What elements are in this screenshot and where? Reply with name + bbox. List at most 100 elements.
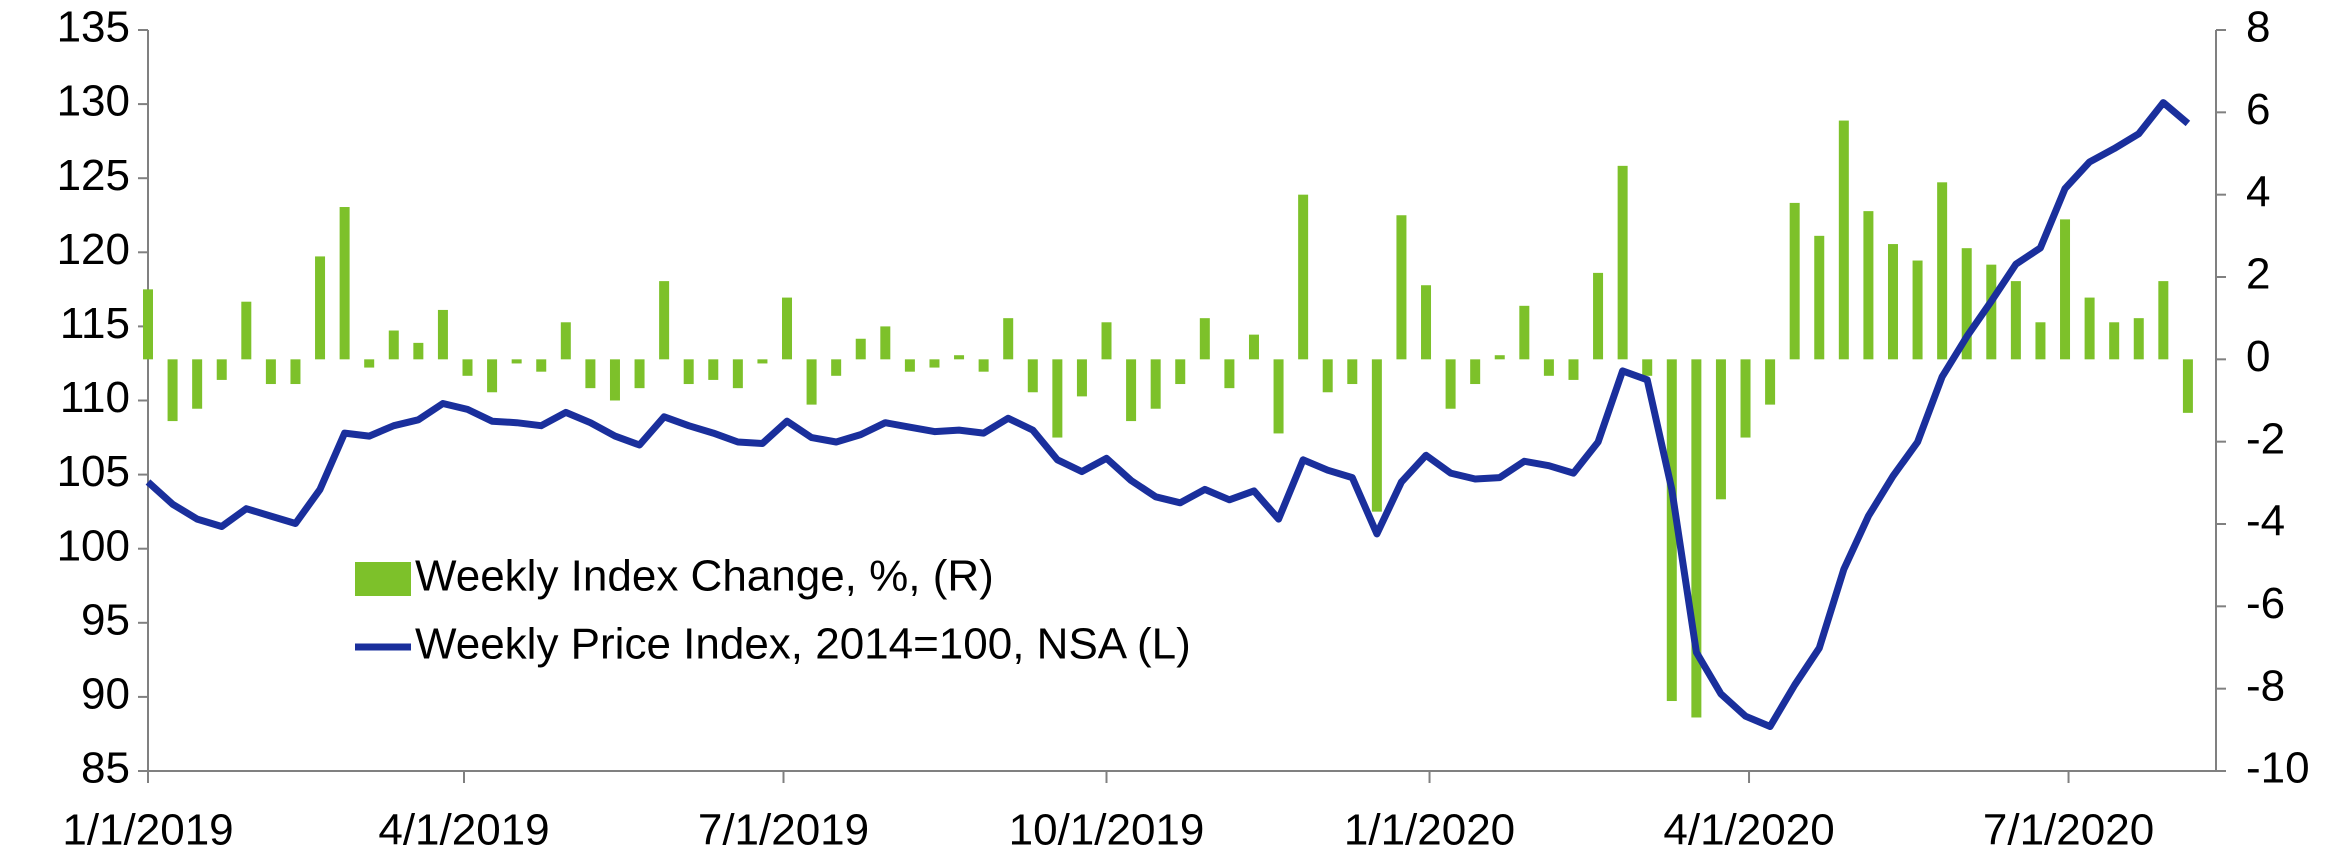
bar xyxy=(1371,359,1382,512)
bar xyxy=(806,359,817,405)
bar xyxy=(1470,359,1481,385)
y-tick-label: 130 xyxy=(57,77,130,126)
bar xyxy=(782,297,793,360)
y-tick-label: 85 xyxy=(81,744,130,793)
bar xyxy=(1691,359,1702,718)
bar xyxy=(192,359,203,409)
bar xyxy=(634,359,645,389)
bar xyxy=(1027,359,1038,393)
bar xyxy=(978,359,989,372)
y-tick-label: 120 xyxy=(57,225,130,274)
y2-tick-label: -8 xyxy=(2246,661,2285,710)
bar xyxy=(1937,182,1948,360)
bar xyxy=(1322,359,1333,393)
y-tick-label: 125 xyxy=(57,151,130,200)
bar xyxy=(1076,359,1087,397)
y-tick-label: 90 xyxy=(81,670,130,719)
bar xyxy=(2084,297,2095,360)
bar xyxy=(536,359,547,372)
bar xyxy=(1617,165,1628,360)
bar xyxy=(413,342,424,360)
bar xyxy=(265,359,276,385)
bar xyxy=(1003,318,1014,360)
bar xyxy=(683,359,694,385)
bar xyxy=(1248,334,1259,360)
bar xyxy=(2060,219,2071,360)
bar xyxy=(487,359,498,393)
bar xyxy=(290,359,301,385)
bar xyxy=(1126,359,1137,422)
bar xyxy=(855,338,866,360)
bar xyxy=(585,359,596,389)
bar xyxy=(1814,235,1825,360)
bar xyxy=(1838,120,1849,360)
bar xyxy=(1715,359,1726,500)
x-tick-label: 4/1/2019 xyxy=(378,806,549,847)
bar xyxy=(1494,355,1505,360)
bar xyxy=(1887,244,1898,360)
y-tick-label: 135 xyxy=(57,3,130,52)
bar xyxy=(1519,305,1530,360)
bar xyxy=(1789,202,1800,360)
bar xyxy=(388,330,399,360)
bar xyxy=(1543,359,1554,376)
y2-tick-label: -10 xyxy=(2246,744,2310,793)
y-tick-label: 95 xyxy=(81,595,130,644)
bar xyxy=(437,309,448,360)
x-tick-label: 7/1/2019 xyxy=(698,806,869,847)
bar xyxy=(831,359,842,376)
bar xyxy=(241,301,252,360)
line xyxy=(145,99,2191,730)
bar xyxy=(560,322,571,360)
y2-tick-label: -4 xyxy=(2246,497,2285,546)
legend-swatch xyxy=(355,562,411,596)
y2-tick-label: 6 xyxy=(2246,85,2270,134)
bar xyxy=(1052,359,1063,438)
y2-tick-label: 0 xyxy=(2246,332,2270,381)
legend-label: Weekly Price Index, 2014=100, NSA (L) xyxy=(415,620,1191,669)
bar xyxy=(1863,211,1874,360)
bar xyxy=(2109,322,2120,360)
bar xyxy=(511,359,522,364)
y-tick-label: 105 xyxy=(57,447,130,496)
bar xyxy=(1642,359,1653,376)
bar xyxy=(1175,359,1186,385)
y-tick-label: 115 xyxy=(60,299,130,348)
y2-tick-label: 4 xyxy=(2246,167,2270,216)
bar xyxy=(1224,359,1235,389)
bar xyxy=(1765,359,1776,405)
bar xyxy=(1150,359,1161,409)
bar xyxy=(1740,359,1751,438)
x-tick-label: 1/1/2019 xyxy=(62,806,233,847)
bar xyxy=(2035,322,2046,360)
x-tick-label: 4/1/2020 xyxy=(1663,806,1834,847)
bar xyxy=(1568,359,1579,380)
bar xyxy=(659,281,670,360)
bar xyxy=(1273,359,1284,434)
bar xyxy=(1986,264,1997,360)
bar xyxy=(315,256,326,360)
x-tick-label: 7/1/2020 xyxy=(1983,806,2154,847)
bar xyxy=(1421,285,1432,360)
bar xyxy=(2182,359,2193,413)
bar xyxy=(904,359,915,372)
bar xyxy=(1199,318,1210,360)
x-tick-label: 10/1/2019 xyxy=(1009,806,1205,847)
bar xyxy=(929,359,940,368)
bar xyxy=(1347,359,1358,385)
bar xyxy=(462,359,473,376)
bar xyxy=(1445,359,1456,409)
bar xyxy=(167,359,178,422)
y-tick-label: 100 xyxy=(57,521,130,570)
bar xyxy=(954,355,965,360)
bar xyxy=(364,359,375,368)
bar xyxy=(732,359,743,389)
bar xyxy=(2010,281,2021,360)
bar xyxy=(2133,318,2144,360)
bar xyxy=(880,326,891,360)
bar xyxy=(143,289,153,360)
bar xyxy=(708,359,719,380)
bar xyxy=(757,359,768,364)
bar xyxy=(1593,272,1604,360)
